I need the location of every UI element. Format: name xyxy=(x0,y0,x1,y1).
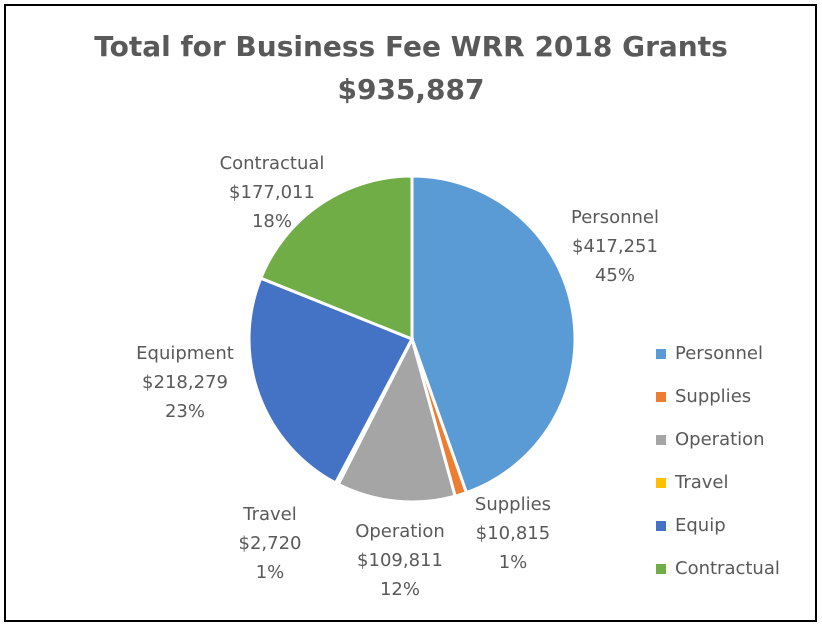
legend-label: Operation xyxy=(675,429,765,450)
data-label-name: Supplies xyxy=(475,494,551,515)
data-label-value: $417,251 xyxy=(572,236,658,257)
legend-swatch xyxy=(656,435,666,445)
data-label-name: Personnel xyxy=(571,207,659,228)
legend-label: Contractual xyxy=(675,558,780,579)
data-label-value: $177,011 xyxy=(229,182,315,203)
data-label-percent: 1% xyxy=(256,562,285,583)
legend-swatch xyxy=(656,564,666,574)
chart-subtitle: $935,887 xyxy=(337,73,484,106)
legend-swatch xyxy=(656,521,666,531)
data-label-percent: 1% xyxy=(499,552,528,573)
legend-swatch xyxy=(656,392,666,402)
legend-swatch xyxy=(656,478,666,488)
pie-slice xyxy=(247,276,415,486)
chart-title: Total for Business Fee WRR 2018 Grants xyxy=(94,30,728,63)
data-label-percent: 12% xyxy=(380,579,420,600)
legend-label: Supplies xyxy=(675,386,751,407)
legend-label: Travel xyxy=(674,472,729,493)
pie-slice xyxy=(410,174,577,495)
legend-label: Equip xyxy=(675,515,726,536)
data-label-name: Operation xyxy=(355,521,445,542)
data-label-value: $218,279 xyxy=(142,372,228,393)
data-label-value: $2,720 xyxy=(239,533,302,554)
legend-swatch xyxy=(656,349,666,359)
data-label-value: $109,811 xyxy=(357,550,443,571)
data-label-name: Equipment xyxy=(136,343,234,364)
data-label-percent: 23% xyxy=(165,401,205,422)
legend-label: Personnel xyxy=(675,343,763,364)
pie-slice xyxy=(336,334,457,504)
data-label-name: Contractual xyxy=(220,153,325,174)
pie-slice xyxy=(258,174,414,342)
data-label-percent: 45% xyxy=(595,265,635,286)
data-label-name: Travel xyxy=(242,504,297,525)
data-label-percent: 18% xyxy=(252,211,292,232)
data-label-value: $10,815 xyxy=(476,523,550,544)
